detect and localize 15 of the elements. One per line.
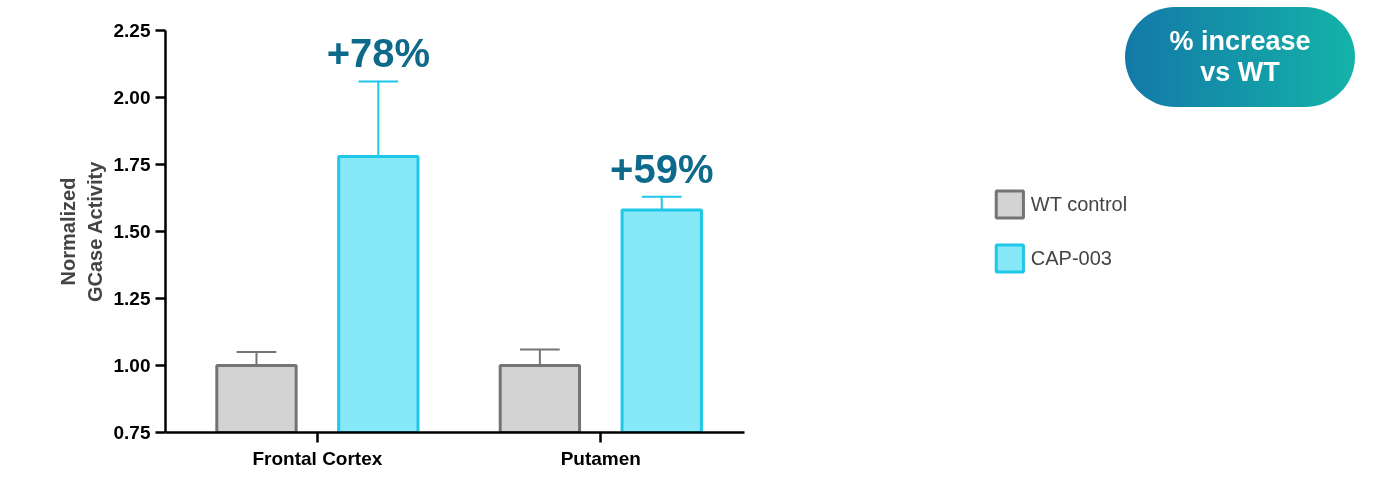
annotation: +78%	[326, 31, 431, 76]
y-tick-label: 2.25	[113, 20, 151, 41]
y-tick-label: 1.75	[113, 154, 151, 175]
y-tick-label: 2.00	[113, 87, 151, 108]
legend-label: WT control	[1030, 192, 1128, 216]
y-tick-label: 1.00	[113, 355, 151, 376]
y-tick-label: 0.75	[113, 422, 151, 443]
annotation: +59%	[610, 146, 714, 191]
x-tick-label: Frontal Cortex	[252, 447, 383, 469]
legend-label: CAP-003	[1030, 246, 1112, 270]
text: % increase vs WT	[1168, 25, 1312, 89]
x-tick-label: Putamen	[560, 447, 641, 469]
y-tick-label: 1.25	[113, 288, 151, 309]
y-tick-label: 1.50	[113, 221, 151, 242]
y-axis-title: Normalized GCase Activity	[57, 160, 106, 303]
